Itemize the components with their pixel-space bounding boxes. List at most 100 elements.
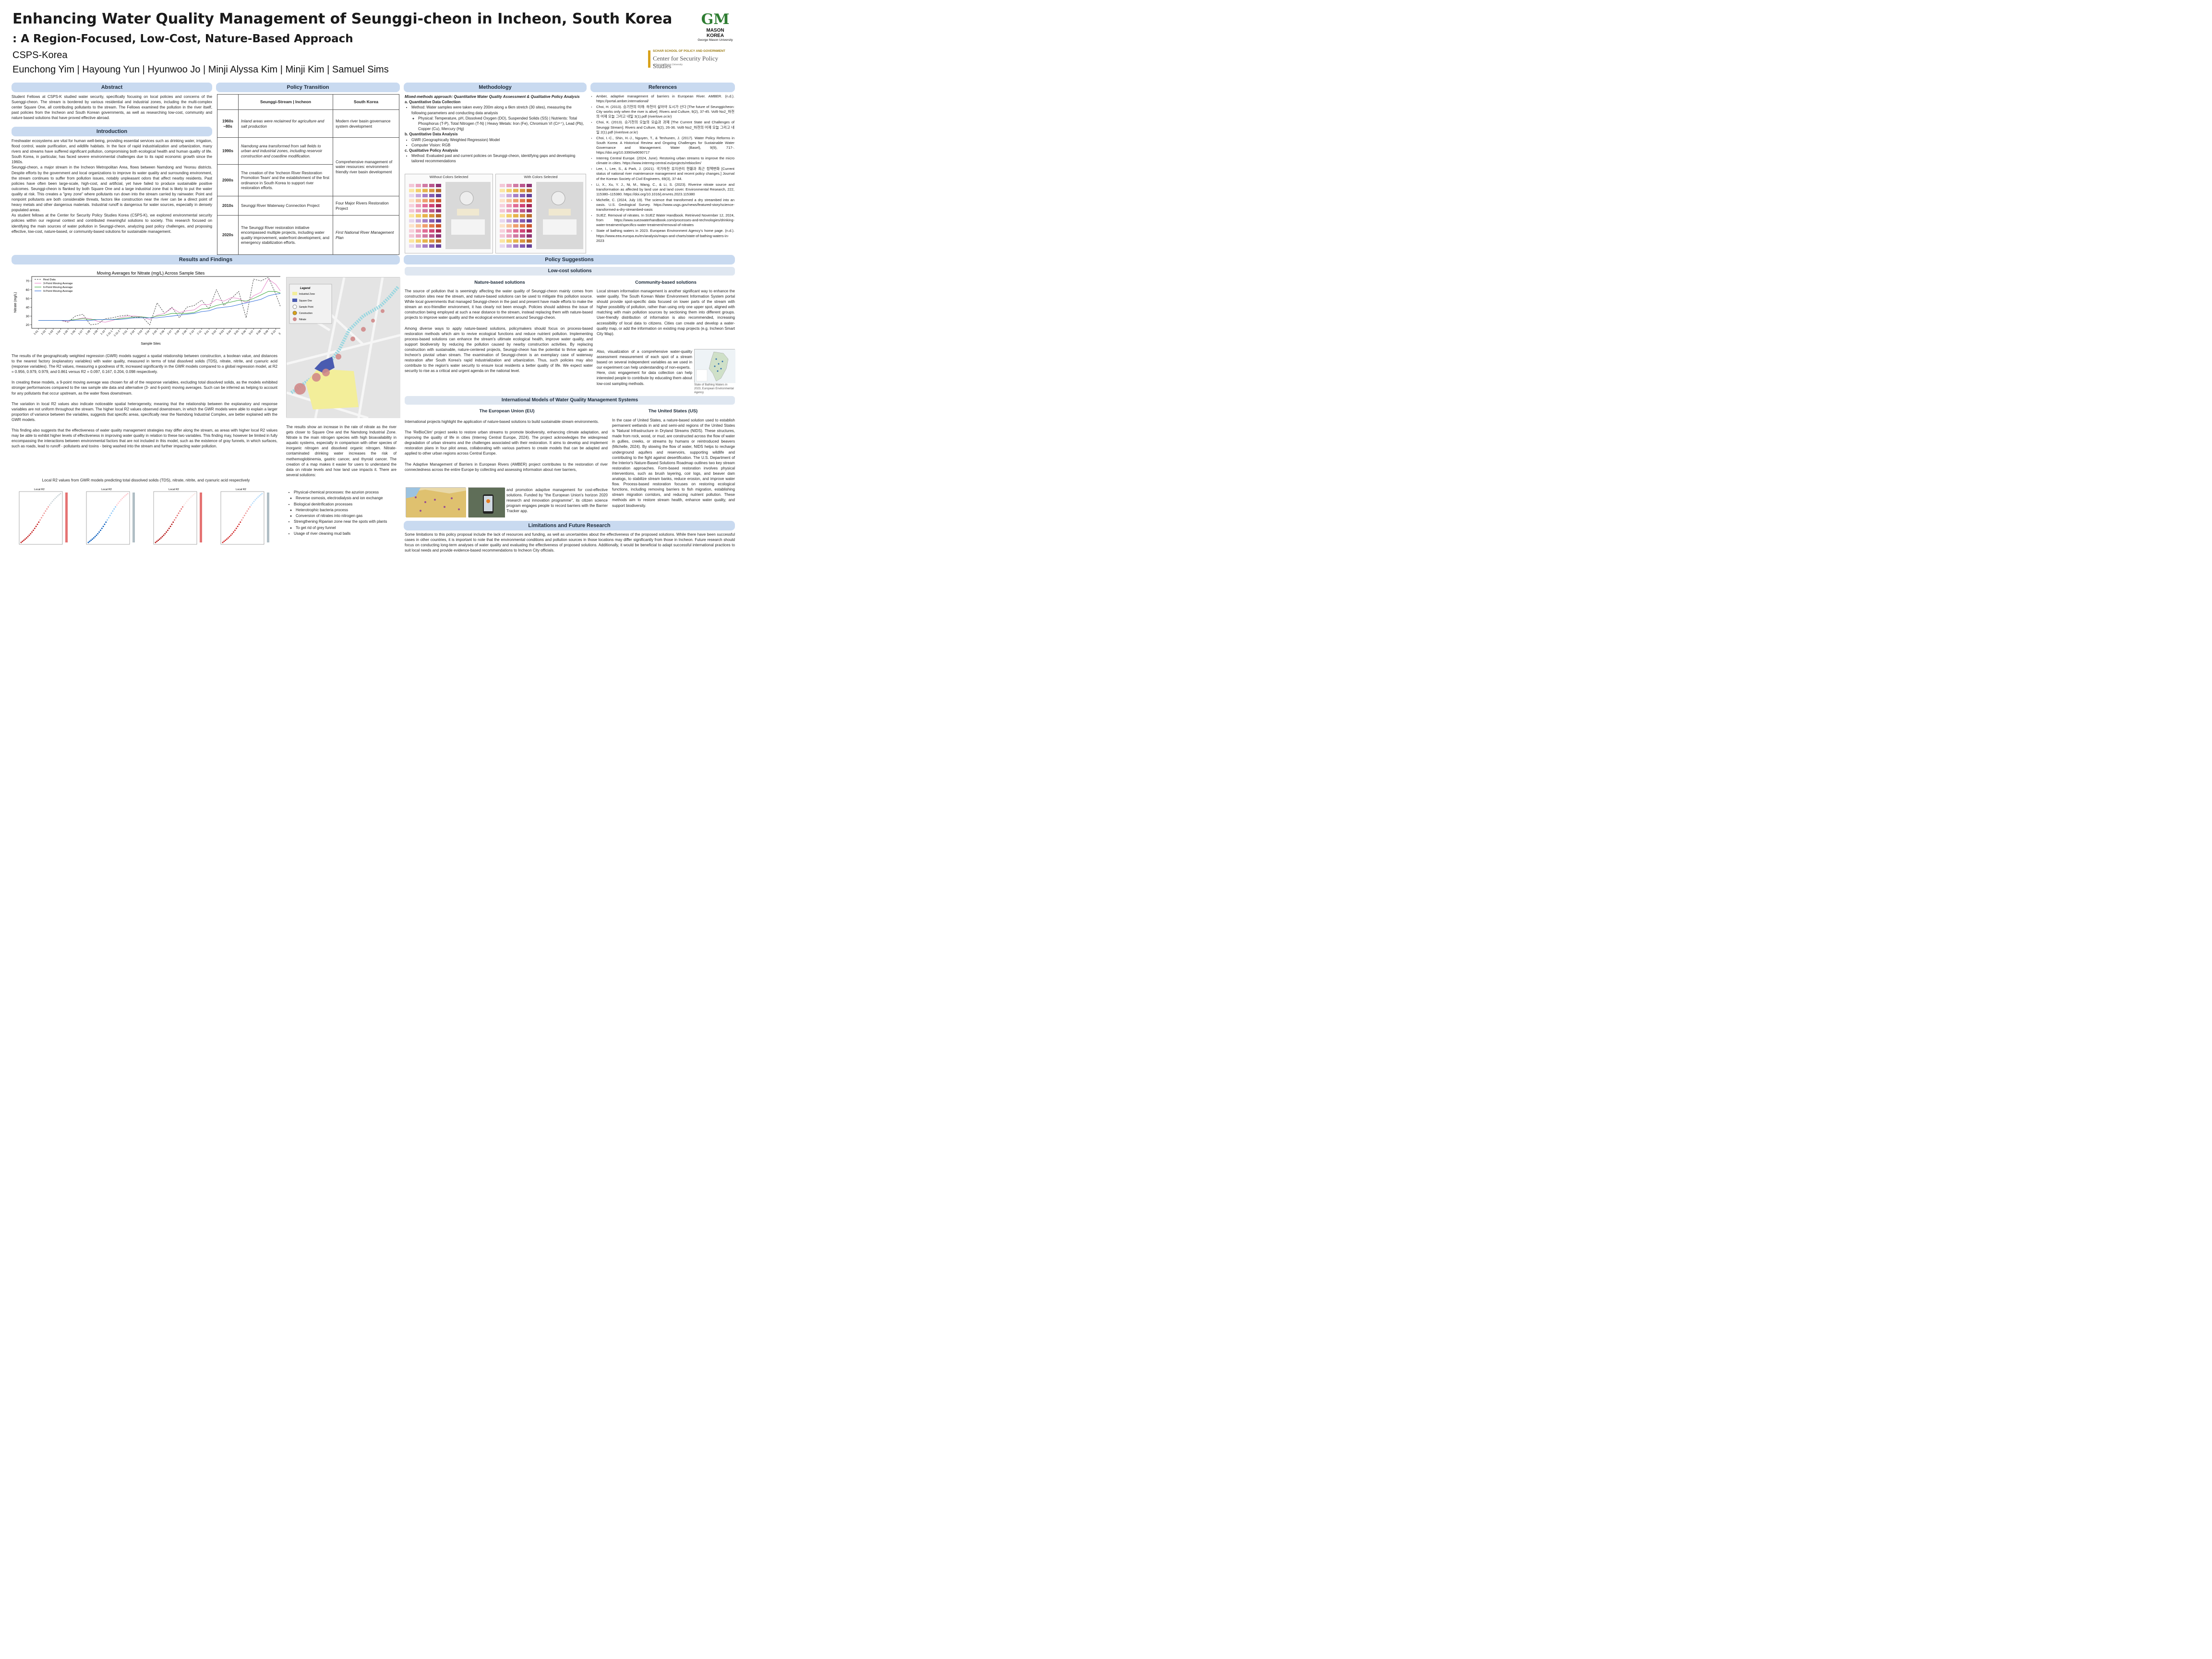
color-swatch [527,204,532,207]
r2-point [58,494,60,496]
local-r2-panel: Local R2 [153,488,202,545]
r2-caption: Local R2 values from GWR models predicti… [42,478,250,482]
r2-point [20,541,22,543]
nature-based-header: Nature-based solutions [474,280,525,285]
color-swatch [513,229,518,233]
table-year: 1960s ~80s [217,109,239,138]
r2-point [30,533,32,535]
r2-point [235,528,237,529]
stream-path [290,286,399,394]
reference-item: Choi, K. (2013). 승기천의 오늘의 모습과 과제 [The Cu… [596,120,734,134]
x-tick-label: 2-04 [144,330,150,336]
table-cell: The creation of the 'Incheon River Resto… [238,164,334,196]
r2-point [28,534,30,536]
legend-item: Construction [299,312,313,315]
color-swatch [416,214,421,217]
eu-text-2: and promotion adaptive management for co… [506,488,608,514]
color-swatch [520,214,525,217]
eu-header: The European Union (EU) [479,409,535,414]
color-swatch [436,189,441,192]
color-swatch [500,239,505,243]
color-swatch [436,234,441,238]
methodology-item: Computer Vision: RGB [411,143,586,148]
color-swatch [527,244,532,248]
color-swatch [506,244,512,248]
x-tick-label: 1-11-2 [113,330,120,337]
europe-map-icon [695,349,735,383]
r2-point [179,510,181,512]
r2-point [243,515,245,517]
color-swatch [500,224,505,228]
nitrate-point [371,319,375,323]
y-tick-label: 60 [26,289,30,292]
table-year: 1990s [217,137,239,165]
nitrate-line-chart: Moving Averages for Nitrate (mg/L) Acros… [14,271,290,346]
methodology-item: GWR (Geographically Weighted Regression)… [411,137,586,143]
methodology-header: Methodology [404,83,587,92]
x-tick-label: 1-07 [78,330,84,336]
legend-swatch-nitrate [293,317,297,321]
solution-item: Strengthening Riparian zone near the spo… [294,519,398,525]
color-swatch [422,224,428,228]
color-swatch [506,214,512,217]
nitrate-point [350,337,355,341]
r2-point [34,528,36,529]
policy-transition-table: Seunggi-Stream | Incheon South Korea 1960… [217,94,399,255]
color-swatch [429,234,434,238]
r2-point [228,536,230,538]
legend-label: 3-Point Moving Average [43,282,72,285]
r2-point [222,541,224,543]
suggestion-paragraph: Among diverse ways to apply nature-based… [405,326,593,373]
x-tick-label: 3-09 [263,330,269,336]
solution-item: Biological denitrification processes [294,502,398,507]
series-line [38,291,284,321]
r2-point [245,512,247,514]
r2-point [117,502,119,504]
color-swatch [422,214,428,217]
color-swatch [429,244,434,248]
color-swatch [513,199,518,203]
local-r2-panel: Local R2 [19,488,68,545]
csps-text: Center for Security Policy Studies [653,55,719,70]
color-swatch [513,189,518,192]
r2-point [53,499,55,501]
r2-point [261,493,263,494]
r2-point [194,493,196,494]
references-list: Amber, adaptive management of barriers i… [591,94,734,252]
r2-point [161,536,163,538]
color-swatch [409,204,414,207]
r2-point [240,521,241,523]
solution-item: Conversion of nitrates into nitrogen gas [296,513,398,519]
r2-point [248,508,250,510]
r2-point [225,540,227,541]
x-tick-label: 1-03 [48,330,54,336]
color-swatch [520,229,525,233]
reference-item: Michelle, C. (2024, July 19). The scienc… [596,198,734,212]
y-tick-label: 30 [26,315,30,318]
color-swatch [409,214,414,217]
r2-point [171,523,173,525]
csps-logo: SCHAR SCHOOL OF POLICY AND GOVERNMENT Ce… [648,49,734,73]
results-paragraph: This finding also suggests that the effe… [12,428,277,449]
r2-point [54,497,56,499]
color-swatch [513,244,518,248]
r2-point [110,512,112,514]
color-swatch [429,194,434,197]
table-cell: Seunggi River Waterway Connection Projec… [238,196,334,216]
r2-point [125,494,127,496]
introduction-header: Introduction [12,127,212,136]
intro-paragraph: As student fellows at the Center for Sec… [12,213,212,234]
results-text: The results of the geographically weight… [12,353,277,466]
x-tick-label: 3-02 [211,330,217,336]
x-tick-label: 2-09 [181,330,187,336]
image-caption: With Colors Selected [524,175,558,179]
color-swatch [436,209,441,213]
color-swatch [409,194,414,197]
nitrate-point [322,369,330,376]
x-tick-label: 1-09 [93,330,98,336]
color-swatch [506,189,512,192]
r2-point [186,501,188,503]
abstract-header: Abstract [12,83,212,92]
color-swatch [436,204,441,207]
x-tick-label: 1-10 [100,330,106,336]
